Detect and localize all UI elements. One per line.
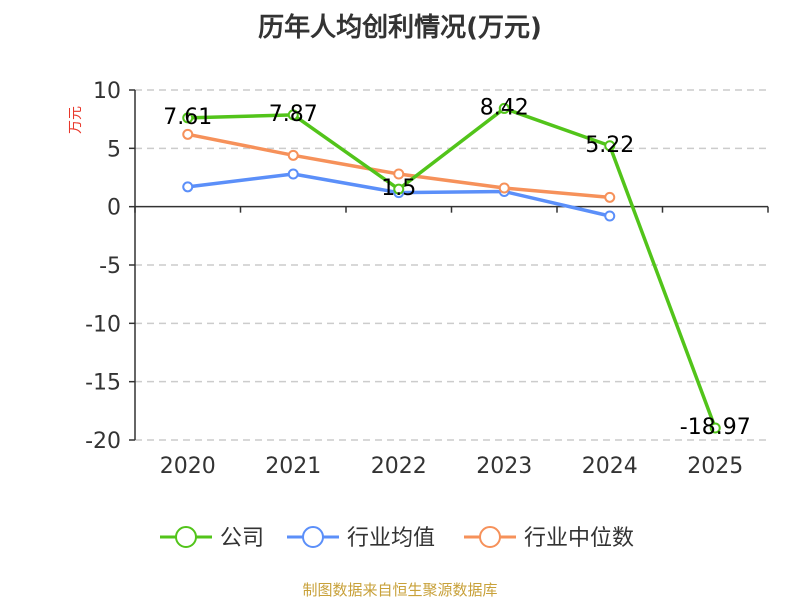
x-tick-label: 2024 <box>582 454 638 479</box>
data-label: -18.97 <box>680 415 751 440</box>
data-point <box>287 109 299 121</box>
data-label: 7.61 <box>163 105 212 130</box>
legend-label: 行业中位数 <box>524 526 634 551</box>
x-tick-label: 2025 <box>687 454 743 479</box>
data-point <box>498 102 510 114</box>
y-tick-label: 5 <box>107 137 121 162</box>
data-point <box>182 128 194 140</box>
data-point <box>287 149 299 161</box>
data-point <box>604 140 616 152</box>
y-tick-label: -20 <box>85 429 121 454</box>
y-tick-label: -10 <box>85 312 121 337</box>
series-group <box>182 102 721 434</box>
data-point <box>287 168 299 180</box>
data-label: 1.5 <box>381 176 416 201</box>
data-label: 8.42 <box>480 95 529 120</box>
legend-label: 行业均值 <box>347 526 435 551</box>
data-point <box>182 112 194 124</box>
y-tick-label: 10 <box>93 79 121 104</box>
data-label: 7.87 <box>269 102 318 127</box>
data-point <box>393 168 405 180</box>
source-note: 制图数据来自恒生聚源数据库 <box>302 581 497 599</box>
data-point <box>182 181 194 193</box>
y-tick-label: -5 <box>99 254 121 279</box>
x-tick-label: 2021 <box>265 454 321 479</box>
data-point <box>604 210 616 222</box>
x-tick-label: 2023 <box>476 454 532 479</box>
y-axis-label: 万元 <box>68 106 84 134</box>
series-line <box>187 106 717 429</box>
axes: 10 5 0 -5 -10 -15 -20 2020 2021 2022 2023 2024 2025 <box>85 79 769 479</box>
legend-marker <box>175 526 197 548</box>
chart-title: 历年人均创利情况(万元) <box>258 12 542 43</box>
data-point <box>498 182 510 194</box>
y-tick-label: 0 <box>107 196 121 221</box>
x-tick-label: 2022 <box>371 454 427 479</box>
data-label: 5.22 <box>585 133 634 158</box>
legend-marker <box>479 526 501 548</box>
data-point <box>709 422 721 434</box>
y-tick-label: -15 <box>85 371 121 396</box>
data-labels: 7.61 7.87 1.5 8.42 5.22 -18.97 <box>163 95 750 440</box>
data-point <box>604 191 616 203</box>
x-tick-label: 2020 <box>160 454 216 479</box>
legend: 公司 行业均值 行业中位数 <box>160 526 634 551</box>
legend-marker <box>302 526 324 548</box>
data-point <box>393 183 405 195</box>
legend-label: 公司 <box>220 526 264 551</box>
